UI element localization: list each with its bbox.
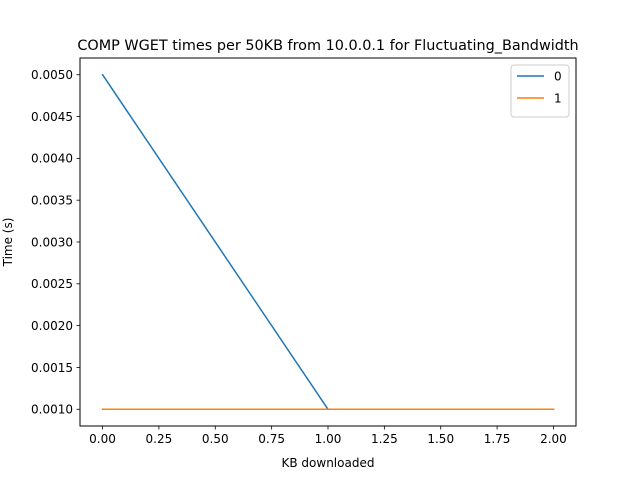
y-tick-label: 0.0015 (31, 361, 73, 375)
y-tick-label: 0.0025 (31, 277, 73, 291)
y-tick-label: 0.0045 (31, 110, 73, 124)
x-axis-label: KB downloaded (282, 456, 375, 470)
y-axis: 0.0010 0.0015 0.0020 0.0025 0.0030 0.0035 0.00… (31, 68, 80, 417)
y-tick-label: 0.0050 (31, 68, 73, 82)
x-tick-label: 0.50 (202, 432, 229, 446)
y-tick-label: 0.0035 (31, 193, 73, 207)
axes-frame (79, 57, 577, 427)
y-tick-label: 0.0030 (31, 235, 73, 249)
legend-label-1: 1 (554, 91, 562, 105)
y-tick-label: 0.0020 (31, 319, 73, 333)
x-tick-label: 0.25 (146, 432, 173, 446)
legend: 01 (510, 64, 570, 118)
x-axis: 0.00 0.25 0.50 0.75 1.00 1.25 1.50 1.75 2.00 (89, 426, 567, 446)
y-axis-label: Time (s) (1, 218, 15, 268)
y-tick-label: 0.0040 (31, 152, 73, 166)
plot-area (101, 73, 555, 411)
x-tick-label: 1.75 (484, 432, 511, 446)
series-line-0 (101, 73, 555, 411)
chart-title: COMP WGET times per 50KB from 10.0.0.1 f… (77, 38, 578, 54)
x-tick-label: 0.00 (89, 432, 116, 446)
x-tick-label: 1.50 (427, 432, 454, 446)
x-tick-label: 1.00 (315, 432, 342, 446)
x-tick-label: 0.75 (258, 432, 285, 446)
x-tick-label: 2.00 (540, 432, 567, 446)
legend-box (510, 64, 570, 118)
legend-label-0: 0 (554, 69, 562, 83)
x-tick-label: 1.25 (371, 432, 398, 446)
y-tick-label: 0.0010 (31, 403, 73, 417)
